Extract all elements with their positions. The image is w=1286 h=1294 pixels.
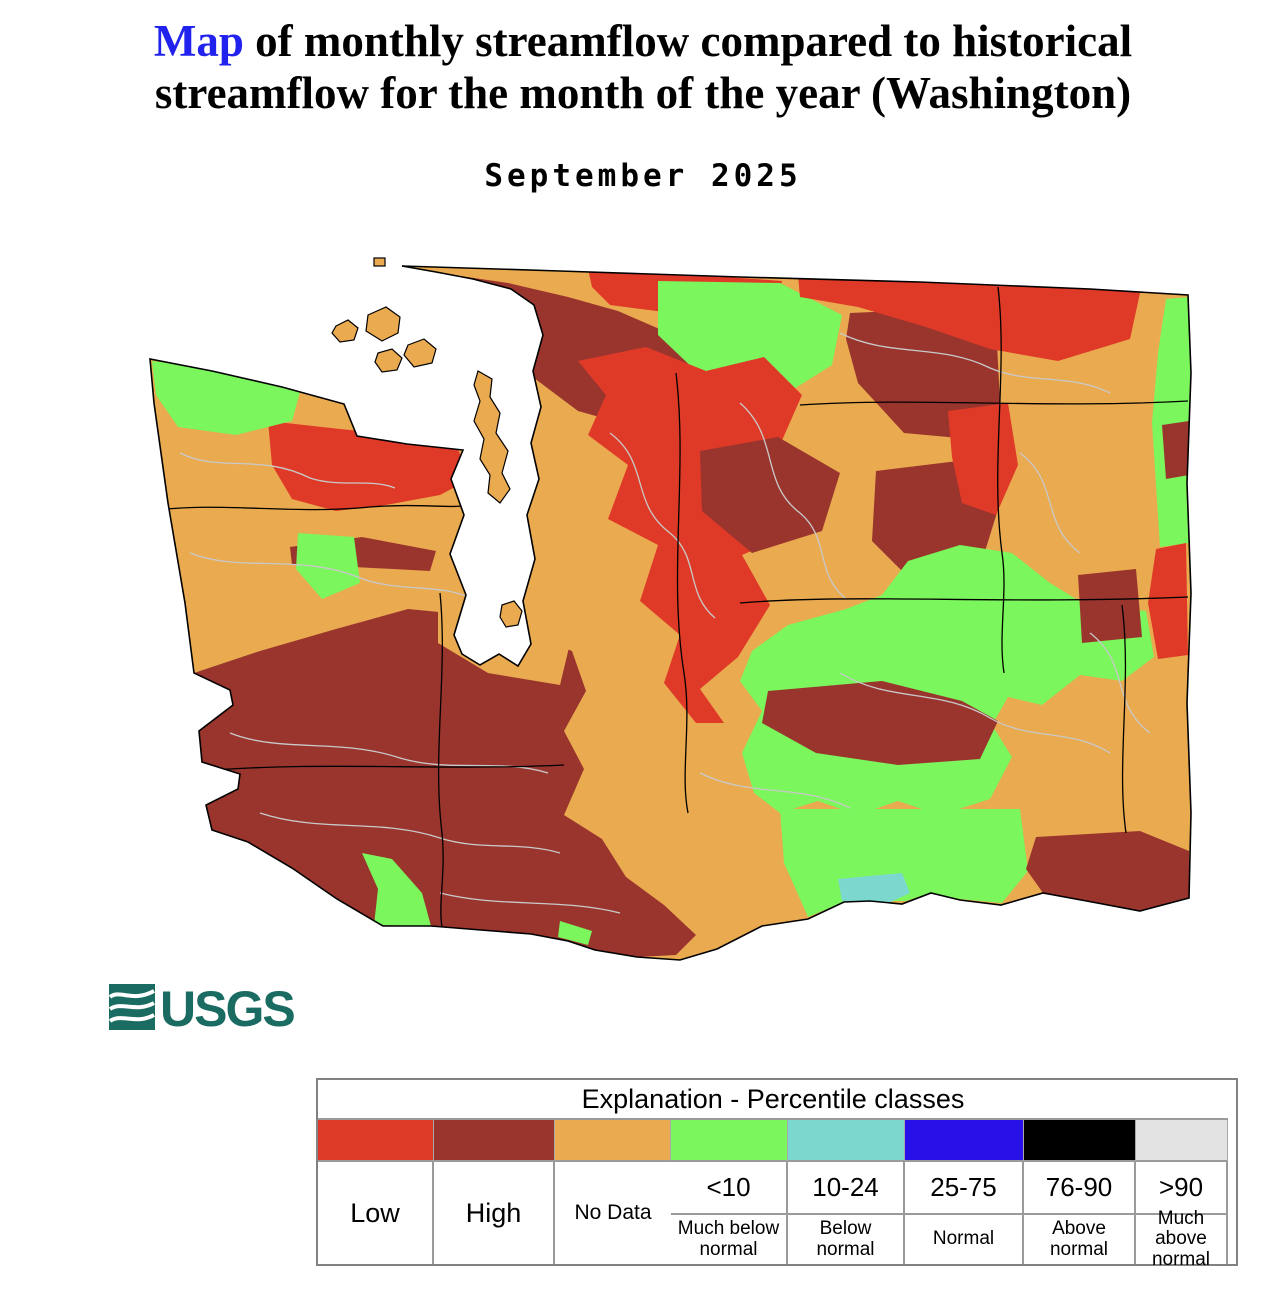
region-horse-heaven-much-below	[762, 681, 998, 765]
legend-range-much-below: <10	[671, 1162, 788, 1215]
legend-swatch-no-data	[1136, 1120, 1228, 1162]
legend-name-normal: Normal	[905, 1215, 1024, 1264]
legend-title: Explanation - Percentile classes	[318, 1080, 1228, 1120]
legend-swatch-much-below	[434, 1120, 555, 1162]
legend-swatch-above	[788, 1120, 905, 1162]
region-northeast-low-band	[798, 275, 1140, 361]
region-east-edge-much-below-small	[1162, 421, 1189, 479]
usgs-logo: USGS	[108, 981, 308, 1038]
legend-table: Explanation - Percentile classes Low <10…	[316, 1078, 1238, 1270]
legend-range-normal: 25-75	[905, 1162, 1024, 1215]
legend-label-high: High	[434, 1162, 555, 1264]
region-walla-walla-above	[838, 873, 910, 905]
region-okanogan-low-finger	[948, 403, 1018, 515]
region-methow-much-below	[846, 309, 1000, 439]
legend-range-above: 76-90	[1024, 1162, 1136, 1215]
legend-swatch-low	[318, 1120, 434, 1162]
legend-name-much-above: Much above normal	[1136, 1208, 1228, 1270]
map-period-subtitle: September 2025	[484, 158, 802, 194]
page-title: Map of monthly streamflow compared to hi…	[83, 16, 1203, 120]
region-blue-mountains-much-below	[1026, 831, 1189, 911]
region-southwest-corner-normal	[362, 853, 431, 926]
region-upper-skagit-normal	[658, 281, 842, 399]
legend-range-below: 10-24	[788, 1162, 905, 1215]
region-kitsap-normal	[296, 533, 360, 599]
region-wenatchee-much-below	[700, 437, 840, 553]
legend-range-much-above: >90	[1136, 1162, 1228, 1215]
legend-name-above: Above normal	[1024, 1215, 1136, 1264]
washington-outline	[149, 265, 1192, 961]
page-title-text: of monthly streamflow compared to histor…	[154, 16, 1133, 118]
legend-swatch-normal	[671, 1120, 788, 1162]
region-east-edge-normal	[1152, 297, 1191, 547]
region-palouse-low	[1148, 543, 1188, 659]
region-columbia-sliver-normal	[558, 921, 592, 945]
usgs-logo-text: USGS	[160, 981, 294, 1033]
watershed-boundaries	[150, 286, 1189, 928]
map-title-link[interactable]: Map	[153, 16, 244, 66]
region-spokane-much-below	[1078, 569, 1142, 643]
legend-swatch-high	[1024, 1120, 1136, 1162]
stream-lines	[179, 332, 1151, 914]
legend-swatch-much-above	[905, 1120, 1024, 1162]
legend-name-much-below: Much below normal	[671, 1215, 788, 1264]
legend-swatch-below	[555, 1120, 671, 1162]
region-southwest-much-below	[194, 609, 696, 957]
legend-label-no-data: No Data	[574, 1201, 652, 1224]
legend-name-below: Below normal	[788, 1215, 905, 1264]
puget-sound-islands	[331, 257, 523, 628]
streamflow-map[interactable]	[140, 253, 1200, 965]
legend-label-low: Low	[318, 1162, 434, 1264]
region-southeast-normal	[780, 809, 1028, 917]
